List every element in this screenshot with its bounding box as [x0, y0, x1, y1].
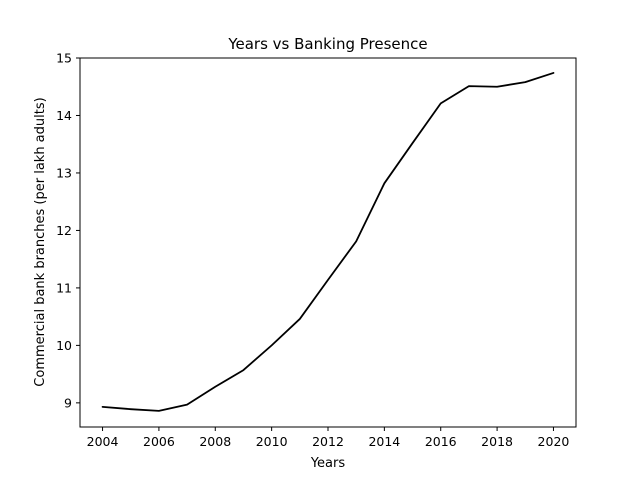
x-tick-label: 2006 [143, 434, 175, 449]
y-axis-label: Commercial bank branches (per lakh adult… [33, 97, 48, 386]
x-tick-label: 2010 [256, 434, 288, 449]
y-tick-label: 13 [56, 165, 72, 180]
series-layer [101, 72, 555, 412]
y-tick-label: 10 [56, 338, 72, 353]
x-tick-label: 2012 [312, 434, 344, 449]
x-tick-label: 2016 [425, 434, 457, 449]
plot-area-frame [79, 57, 577, 428]
y-tick-label: 11 [56, 280, 72, 295]
x-tick-label: 2020 [538, 434, 570, 449]
y-tick-label: 12 [56, 223, 72, 238]
chart-title: Years vs Banking Presence [227, 35, 427, 53]
y-tick-label: 9 [64, 395, 72, 410]
x-tick-label: 2018 [481, 434, 513, 449]
y-tick-label: 14 [56, 108, 72, 123]
x-tick-label: 2014 [368, 434, 400, 449]
y-tick-label: 15 [56, 51, 72, 66]
series-line [101, 72, 555, 412]
x-axis-label: Years [310, 456, 346, 471]
y-axis: 9 10 11 12 13 14 15 [56, 51, 80, 410]
x-tick-label: 2008 [199, 434, 231, 449]
x-axis: 2004 2006 2008 2010 2012 2014 2016 2018 2020 [87, 427, 570, 449]
x-tick-label: 2004 [87, 434, 119, 449]
